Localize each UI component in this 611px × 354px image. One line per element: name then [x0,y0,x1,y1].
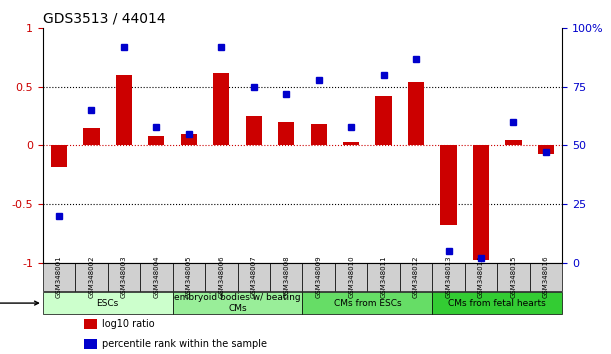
Text: cell type: cell type [0,298,38,308]
Bar [408,82,424,145]
Bar [473,145,489,260]
FancyBboxPatch shape [530,263,562,291]
Text: percentile rank within the sample: percentile rank within the sample [103,339,268,349]
FancyBboxPatch shape [140,263,173,291]
FancyBboxPatch shape [270,263,302,291]
Text: ESCs: ESCs [97,298,119,308]
Text: GSM348006: GSM348006 [218,255,224,298]
FancyBboxPatch shape [302,263,335,291]
FancyBboxPatch shape [75,263,108,291]
Bar [310,124,327,145]
Bar [84,339,97,349]
Text: GSM348003: GSM348003 [121,255,127,298]
Bar [181,134,197,145]
FancyBboxPatch shape [433,263,465,291]
Text: GSM348016: GSM348016 [543,255,549,298]
Text: GSM348011: GSM348011 [381,255,387,298]
Bar [51,145,67,166]
Bar [538,145,554,154]
FancyBboxPatch shape [335,263,367,291]
Text: GSM348009: GSM348009 [316,255,321,298]
Bar [505,139,522,145]
Bar [246,116,262,145]
Bar [148,136,164,145]
Bar [213,73,229,145]
Text: GSM348008: GSM348008 [284,255,289,298]
FancyBboxPatch shape [108,263,140,291]
FancyBboxPatch shape [173,263,205,291]
FancyBboxPatch shape [497,263,530,291]
Bar [376,96,392,145]
FancyBboxPatch shape [302,292,433,314]
Text: CMs from fetal hearts: CMs from fetal hearts [448,298,546,308]
Bar [278,122,295,145]
FancyBboxPatch shape [465,263,497,291]
FancyBboxPatch shape [433,292,562,314]
FancyBboxPatch shape [43,292,173,314]
Text: GSM348004: GSM348004 [153,256,159,298]
Text: GSM348014: GSM348014 [478,256,484,298]
Text: GDS3513 / 44014: GDS3513 / 44014 [43,12,166,26]
FancyBboxPatch shape [238,263,270,291]
Bar [116,75,132,145]
Text: GSM348002: GSM348002 [89,256,95,298]
Text: GSM348007: GSM348007 [251,255,257,298]
Text: embryoid bodies w/ beating
CMs: embryoid bodies w/ beating CMs [174,293,301,313]
FancyBboxPatch shape [43,263,75,291]
FancyBboxPatch shape [367,263,400,291]
Text: GSM348010: GSM348010 [348,255,354,298]
Text: log10 ratio: log10 ratio [103,319,155,329]
Text: GSM348001: GSM348001 [56,255,62,298]
FancyBboxPatch shape [173,292,302,314]
Text: GSM348013: GSM348013 [445,255,452,298]
Text: GSM348015: GSM348015 [510,256,516,298]
FancyBboxPatch shape [205,263,238,291]
Text: CMs from ESCs: CMs from ESCs [334,298,401,308]
Text: GSM348012: GSM348012 [413,256,419,298]
Bar [441,145,456,225]
Text: GSM348005: GSM348005 [186,256,192,298]
FancyBboxPatch shape [400,263,433,291]
Bar [343,142,359,145]
Bar [83,128,100,145]
Bar [84,319,97,329]
